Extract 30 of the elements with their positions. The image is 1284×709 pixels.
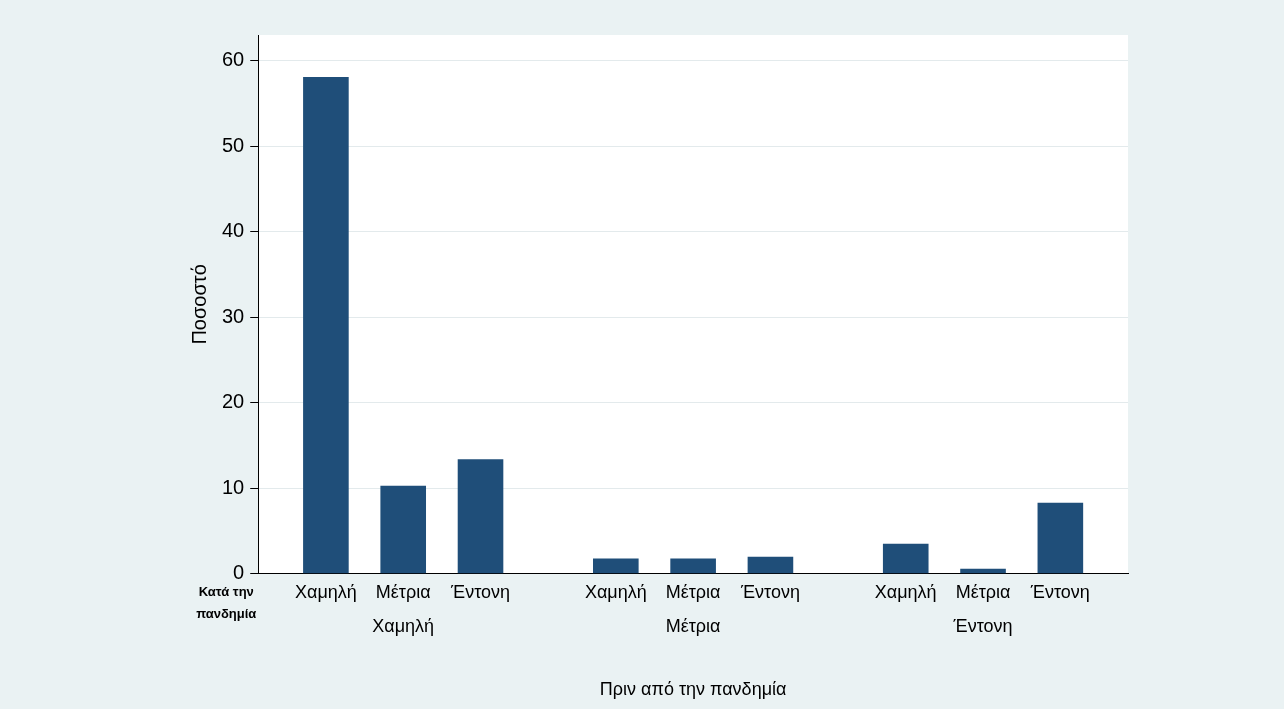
bar	[303, 76, 349, 574]
y-tick-label: 50	[222, 133, 245, 156]
bar	[670, 558, 716, 574]
series-label: Χαμηλή	[874, 581, 937, 602]
x-axis-title: Πριν από την πανδημία	[599, 679, 787, 700]
bar	[882, 543, 929, 574]
bar	[380, 485, 427, 574]
text: Έντονη	[740, 581, 800, 602]
bar	[593, 558, 639, 574]
bar	[747, 556, 794, 574]
y-tick-label: 40	[222, 219, 245, 242]
text: Έντονη	[451, 581, 511, 602]
y-tick-label: 0	[233, 561, 245, 584]
x-tick-label: Χαμηλή	[372, 615, 435, 636]
y-tick-label: 30	[222, 304, 245, 327]
text: Χαμηλή	[294, 581, 357, 602]
y-axis-title: Ποσοστό	[187, 264, 210, 345]
text: Μέτρια	[665, 581, 721, 602]
text: Χαμηλή	[584, 581, 647, 602]
legend-title: Κατά την πανδημία	[196, 583, 257, 621]
y-tick-label: 20	[222, 390, 245, 413]
series-label: Έντονη	[1029, 581, 1090, 602]
bar	[1037, 502, 1084, 574]
x-tick-label: Έντονη	[952, 615, 1013, 636]
series-label: Μέτρια	[955, 581, 1011, 602]
y-tick-label: 60	[222, 48, 245, 71]
y-tick-label: 10	[222, 475, 245, 498]
bar	[457, 459, 504, 574]
x-tick-label: Μέτρια	[665, 615, 721, 636]
text: Μέτρια	[375, 581, 431, 602]
